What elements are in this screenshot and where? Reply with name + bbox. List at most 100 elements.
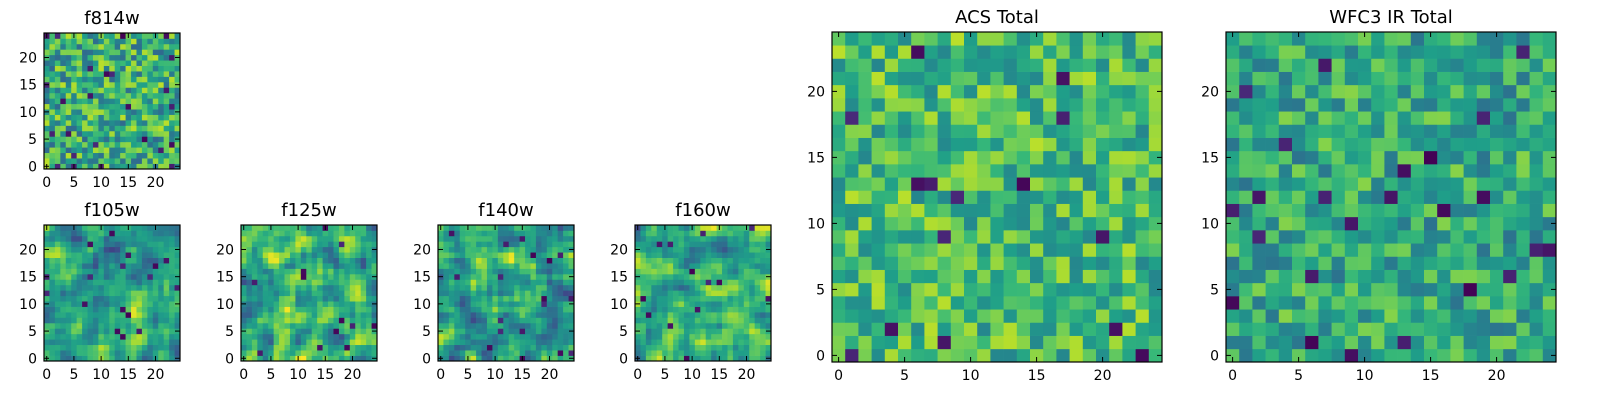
- heatmap-cell: [514, 246, 520, 253]
- heatmap-cell: [568, 322, 575, 329]
- heatmap-cell: [360, 225, 367, 231]
- heatmap-cell: [82, 290, 88, 297]
- heatmap-cell: [317, 284, 323, 291]
- heatmap-cell: [344, 268, 351, 275]
- heatmap-cell: [563, 290, 569, 297]
- heatmap-cell: [760, 333, 766, 340]
- heatmap-cell: [497, 268, 504, 275]
- heatmap-cell: [76, 147, 83, 154]
- heatmap-cell: [662, 350, 668, 356]
- heatmap-cell: [71, 339, 77, 346]
- heatmap-cell: [333, 230, 340, 237]
- heatmap-cell: [470, 333, 477, 340]
- heatmap-cell: [1384, 230, 1398, 244]
- heatmap-cell: [465, 306, 471, 313]
- heatmap-cell: [1096, 177, 1110, 191]
- heatmap-cell: [169, 38, 175, 45]
- heatmap-cell: [486, 350, 493, 356]
- heatmap-cell: [169, 339, 175, 346]
- heatmap-cell: [1082, 269, 1097, 284]
- heatmap-cell: [1109, 98, 1123, 112]
- heatmap-cell: [1278, 309, 1293, 323]
- heatmap-cell: [678, 344, 685, 351]
- heatmap-cell: [246, 317, 253, 324]
- y-tick-label: 15: [413, 270, 431, 286]
- heatmap-cell: [530, 344, 537, 351]
- heatmap-cell: [832, 150, 846, 165]
- heatmap-cell: [169, 317, 175, 324]
- heatmap-cell: [158, 130, 165, 137]
- heatmap-cell: [700, 312, 707, 318]
- heatmap-cell: [279, 263, 285, 269]
- heatmap-cell: [635, 333, 641, 340]
- heatmap-cell: [662, 235, 668, 242]
- heatmap-cell: [443, 301, 450, 307]
- heatmap-cell: [662, 312, 668, 318]
- heatmap-cell: [950, 45, 965, 59]
- heatmap-cell: [158, 230, 165, 237]
- heatmap-cell: [147, 322, 154, 329]
- heatmap-cell: [535, 333, 542, 340]
- heatmap-cell: [1384, 309, 1398, 323]
- heatmap-cell: [131, 279, 137, 286]
- heatmap-cell: [1122, 45, 1136, 59]
- heatmap-cell: [492, 317, 499, 324]
- heatmap-cell: [448, 246, 455, 253]
- heatmap-cell: [1043, 203, 1057, 218]
- heatmap-cell: [1003, 190, 1018, 204]
- heatmap-cell: [845, 164, 859, 178]
- heatmap-cell: [689, 290, 696, 297]
- heatmap-cell: [76, 295, 83, 302]
- heatmap-cell: [251, 268, 258, 275]
- heatmap-cell: [1043, 348, 1057, 363]
- heatmap-cell: [92, 81, 99, 88]
- heatmap-cell: [169, 65, 175, 72]
- heatmap-cell: [1096, 58, 1110, 72]
- heatmap-cell: [476, 317, 482, 324]
- heatmap-cell: [174, 279, 181, 286]
- heatmap-cell: [1371, 335, 1385, 350]
- heatmap-cell: [871, 98, 886, 112]
- heatmap-cell: [109, 344, 116, 351]
- heatmap-cell: [1252, 45, 1266, 59]
- heatmap-cell: [1490, 164, 1504, 178]
- heatmap-cell: [514, 322, 520, 329]
- heatmap-cell: [1016, 84, 1031, 99]
- heatmap-cell: [525, 312, 531, 318]
- heatmap-cell: [82, 339, 88, 346]
- heatmap-cell: [109, 60, 116, 66]
- heatmap-cell: [71, 130, 77, 137]
- heatmap-cell: [262, 312, 269, 318]
- heatmap-cell: [651, 290, 658, 297]
- heatmap-cell: [738, 284, 745, 291]
- heatmap-cell: [924, 348, 938, 363]
- heatmap-cell: [54, 163, 61, 170]
- heatmap-cell: [169, 301, 175, 307]
- heatmap-cell: [845, 45, 859, 59]
- heatmap-cell: [268, 263, 274, 269]
- heatmap-cell: [87, 114, 94, 121]
- heatmap-cell: [1226, 111, 1240, 125]
- heatmap-cell: [722, 290, 728, 297]
- heatmap-cell: [898, 282, 912, 297]
- heatmap-cell: [109, 279, 116, 286]
- heatmap-cell: [147, 252, 154, 258]
- heatmap-cell: [443, 257, 450, 264]
- heatmap-cell: [1043, 164, 1057, 178]
- heatmap-cell: [749, 322, 756, 329]
- heatmap-cell: [82, 43, 88, 50]
- heatmap-cell: [964, 124, 978, 138]
- heatmap-cell: [311, 290, 318, 297]
- heatmap-cell: [1069, 269, 1084, 284]
- heatmap-cell: [525, 317, 531, 324]
- heatmap-cell: [1424, 296, 1438, 310]
- heatmap-cell: [120, 350, 126, 356]
- heatmap-cell: [163, 290, 170, 297]
- heatmap-cell: [120, 54, 126, 61]
- heatmap-cell: [557, 339, 564, 346]
- heatmap-cell: [465, 333, 471, 340]
- heatmap-cell: [924, 111, 938, 125]
- heatmap-cell: [306, 295, 313, 302]
- heatmap-cell: [322, 268, 329, 275]
- heatmap-cell: [470, 301, 477, 307]
